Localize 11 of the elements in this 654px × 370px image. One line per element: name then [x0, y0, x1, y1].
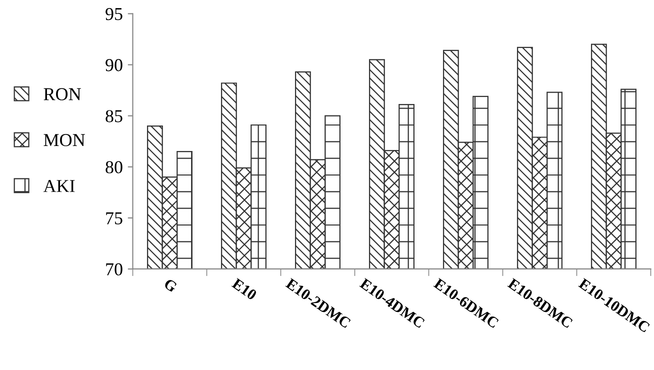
legend-label: MON	[44, 134, 85, 146]
y-tick-label: 70	[106, 263, 122, 276]
y-tick-label: 75	[106, 212, 122, 224]
y-tick-label: 95	[106, 8, 122, 20]
x-tick-label: E10	[231, 278, 258, 300]
y-tick-label: 80	[106, 161, 122, 174]
x-tick-label: G	[163, 278, 178, 293]
y-tick-label: 90	[106, 59, 122, 72]
legend-label: RON	[44, 88, 81, 100]
y-tick-label: 85	[106, 110, 122, 122]
legend-label: AKI	[43, 180, 75, 192]
